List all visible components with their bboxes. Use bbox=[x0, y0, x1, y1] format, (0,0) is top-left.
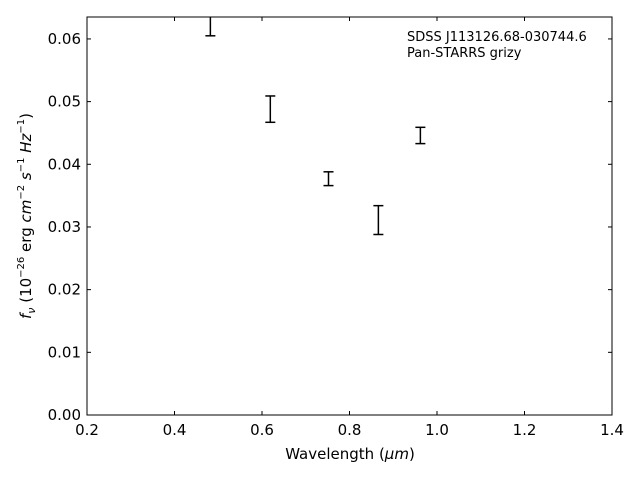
annotation-line-1: SDSS J113126.68-030744.6 bbox=[407, 30, 587, 45]
x-tick-label: 0.8 bbox=[338, 421, 362, 439]
error-bar-point bbox=[373, 204, 384, 236]
y-tick-label: 0.02 bbox=[48, 281, 81, 299]
error-bar-point bbox=[265, 95, 276, 124]
y-tick-label: 0.06 bbox=[48, 30, 81, 48]
x-axis-label: Wavelength (μm) bbox=[285, 445, 415, 463]
y-tick-label: 0.01 bbox=[48, 343, 81, 361]
y-tick-label: 0.05 bbox=[48, 93, 81, 111]
x-axis-ticks: 0.2 0.4 0.6 0.8 1.0 1.2 1.4 bbox=[75, 17, 624, 439]
y-tick-label: 0.00 bbox=[48, 406, 81, 424]
x-tick-label: 1.4 bbox=[600, 421, 624, 439]
y-axis-ticks: 0.00 0.01 0.02 0.03 0.04 0.05 0.06 bbox=[48, 30, 612, 424]
x-tick-label: 0.4 bbox=[163, 421, 187, 439]
y-axis-label: fν (10−26 erg cm−2 s−1 Hz−1) bbox=[16, 113, 38, 319]
error-bar-point bbox=[323, 171, 334, 187]
x-tick-label: 1.0 bbox=[425, 421, 449, 439]
error-bar-point bbox=[205, 17, 216, 37]
y-tick-label: 0.03 bbox=[48, 218, 81, 236]
error-bar-point bbox=[415, 126, 426, 145]
data-points bbox=[205, 17, 426, 236]
x-tick-label: 1.2 bbox=[513, 421, 537, 439]
annotation-line-2: Pan-STARRS grizy bbox=[407, 46, 522, 61]
x-tick-label: 0.6 bbox=[250, 421, 274, 439]
x-tick-label: 0.2 bbox=[75, 421, 99, 439]
y-tick-label: 0.04 bbox=[48, 155, 81, 173]
plot-area-frame bbox=[86, 16, 613, 416]
